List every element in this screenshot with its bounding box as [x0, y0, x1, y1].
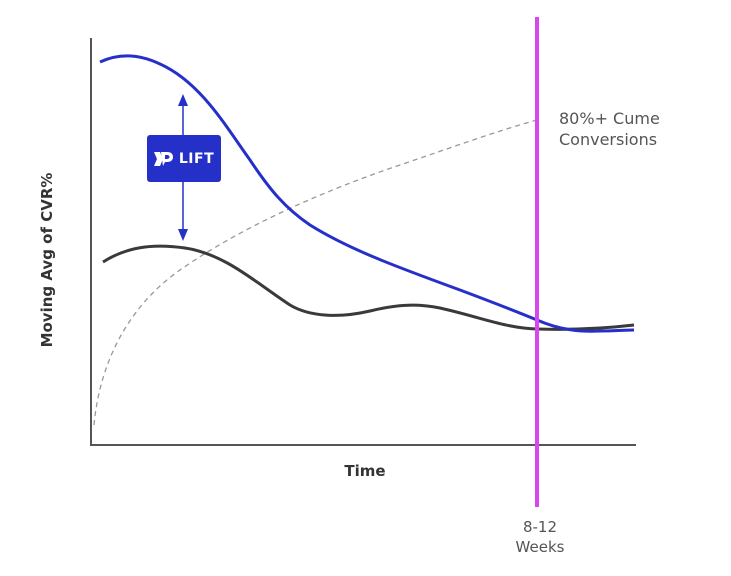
time-marker-label: 8-12 Weeks [516, 517, 565, 557]
cumulative-conversions-line [93, 119, 538, 426]
lift-badge-text: LIFT [178, 150, 215, 167]
p-logo-icon [153, 151, 173, 166]
weeks-line-2: Weeks [515, 538, 565, 556]
annotation-line-1: 80%+ Cume [559, 109, 660, 128]
y-axis-label: Moving Avg of CVR% [38, 172, 56, 348]
baseline-cvr-line [102, 244, 635, 331]
annotation-line-2: Conversions [559, 130, 658, 149]
weeks-line-1: 8-12 [522, 518, 558, 536]
lift-cvr-line [99, 54, 635, 333]
lift-badge: LIFT [147, 135, 221, 182]
cumulative-conversions-annotation: 80%+ Cume Conversions [559, 108, 660, 150]
x-axis-label: Time [344, 462, 386, 480]
